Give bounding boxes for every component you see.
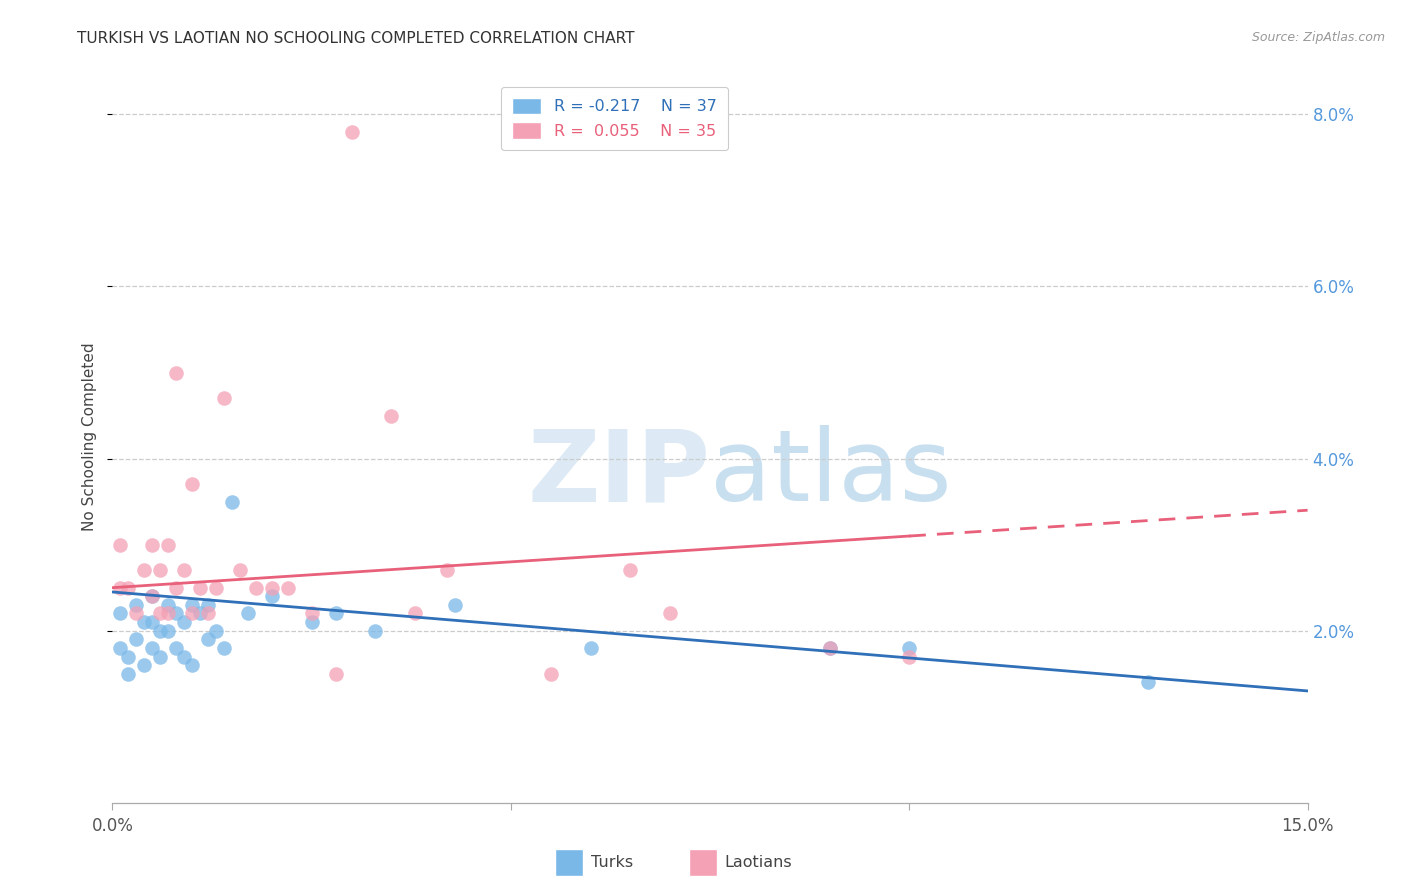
Point xyxy=(212,392,235,406)
Point xyxy=(165,581,187,595)
Point xyxy=(1137,675,1160,690)
Point xyxy=(110,538,132,552)
Point xyxy=(125,632,148,647)
Point xyxy=(818,640,841,655)
Point xyxy=(898,649,921,664)
Point xyxy=(125,598,148,612)
Point xyxy=(165,607,187,621)
Point xyxy=(134,564,156,578)
Point xyxy=(205,624,228,638)
Point xyxy=(380,409,402,423)
Point xyxy=(157,624,180,638)
Point xyxy=(141,589,163,603)
Point xyxy=(260,581,283,595)
Legend: R = -0.217    N = 37, R =  0.055    N = 35: R = -0.217 N = 37, R = 0.055 N = 35 xyxy=(501,87,728,150)
Point xyxy=(340,125,363,139)
Point xyxy=(117,666,139,681)
Point xyxy=(181,607,204,621)
Point xyxy=(205,581,228,595)
Text: ZIP: ZIP xyxy=(527,425,710,522)
Point xyxy=(579,640,602,655)
Text: Turks: Turks xyxy=(591,855,633,870)
Point xyxy=(149,564,172,578)
Point xyxy=(301,607,323,621)
Point xyxy=(165,640,187,655)
Point xyxy=(173,615,195,629)
Text: atlas: atlas xyxy=(710,425,952,522)
Point xyxy=(229,564,252,578)
Point xyxy=(181,598,204,612)
Point xyxy=(110,581,132,595)
Point xyxy=(260,589,283,603)
Point xyxy=(188,607,211,621)
Point xyxy=(898,640,921,655)
Point xyxy=(540,666,562,681)
Point xyxy=(157,598,180,612)
Point xyxy=(301,615,323,629)
FancyBboxPatch shape xyxy=(689,849,717,876)
Point xyxy=(188,581,211,595)
Point xyxy=(181,477,204,491)
Point xyxy=(134,615,156,629)
Point xyxy=(165,366,187,380)
Point xyxy=(110,640,132,655)
Point xyxy=(444,598,467,612)
Point xyxy=(245,581,267,595)
Point xyxy=(818,640,841,655)
Point xyxy=(197,607,219,621)
Point xyxy=(134,658,156,673)
Point xyxy=(325,607,347,621)
Point xyxy=(659,607,682,621)
Point xyxy=(436,564,458,578)
Point xyxy=(141,615,163,629)
Point xyxy=(125,607,148,621)
Point xyxy=(117,581,139,595)
Point xyxy=(110,607,132,621)
Point xyxy=(173,649,195,664)
Point xyxy=(212,640,235,655)
Point xyxy=(325,666,347,681)
Point xyxy=(197,598,219,612)
Point xyxy=(277,581,299,595)
Text: Source: ZipAtlas.com: Source: ZipAtlas.com xyxy=(1251,31,1385,45)
Point xyxy=(364,624,387,638)
FancyBboxPatch shape xyxy=(555,849,583,876)
Point xyxy=(141,589,163,603)
Point xyxy=(141,538,163,552)
Point xyxy=(157,607,180,621)
Y-axis label: No Schooling Completed: No Schooling Completed xyxy=(82,343,97,532)
Point xyxy=(236,607,259,621)
Point xyxy=(181,658,204,673)
Point xyxy=(157,538,180,552)
Point xyxy=(404,607,426,621)
Point xyxy=(149,607,172,621)
Text: Laotians: Laotians xyxy=(724,855,792,870)
Point xyxy=(149,649,172,664)
Point xyxy=(619,564,641,578)
Point xyxy=(197,632,219,647)
Text: TURKISH VS LAOTIAN NO SCHOOLING COMPLETED CORRELATION CHART: TURKISH VS LAOTIAN NO SCHOOLING COMPLETE… xyxy=(77,31,636,46)
Point xyxy=(117,649,139,664)
Point xyxy=(173,564,195,578)
Point xyxy=(221,494,243,508)
Point xyxy=(149,624,172,638)
Point xyxy=(141,640,163,655)
